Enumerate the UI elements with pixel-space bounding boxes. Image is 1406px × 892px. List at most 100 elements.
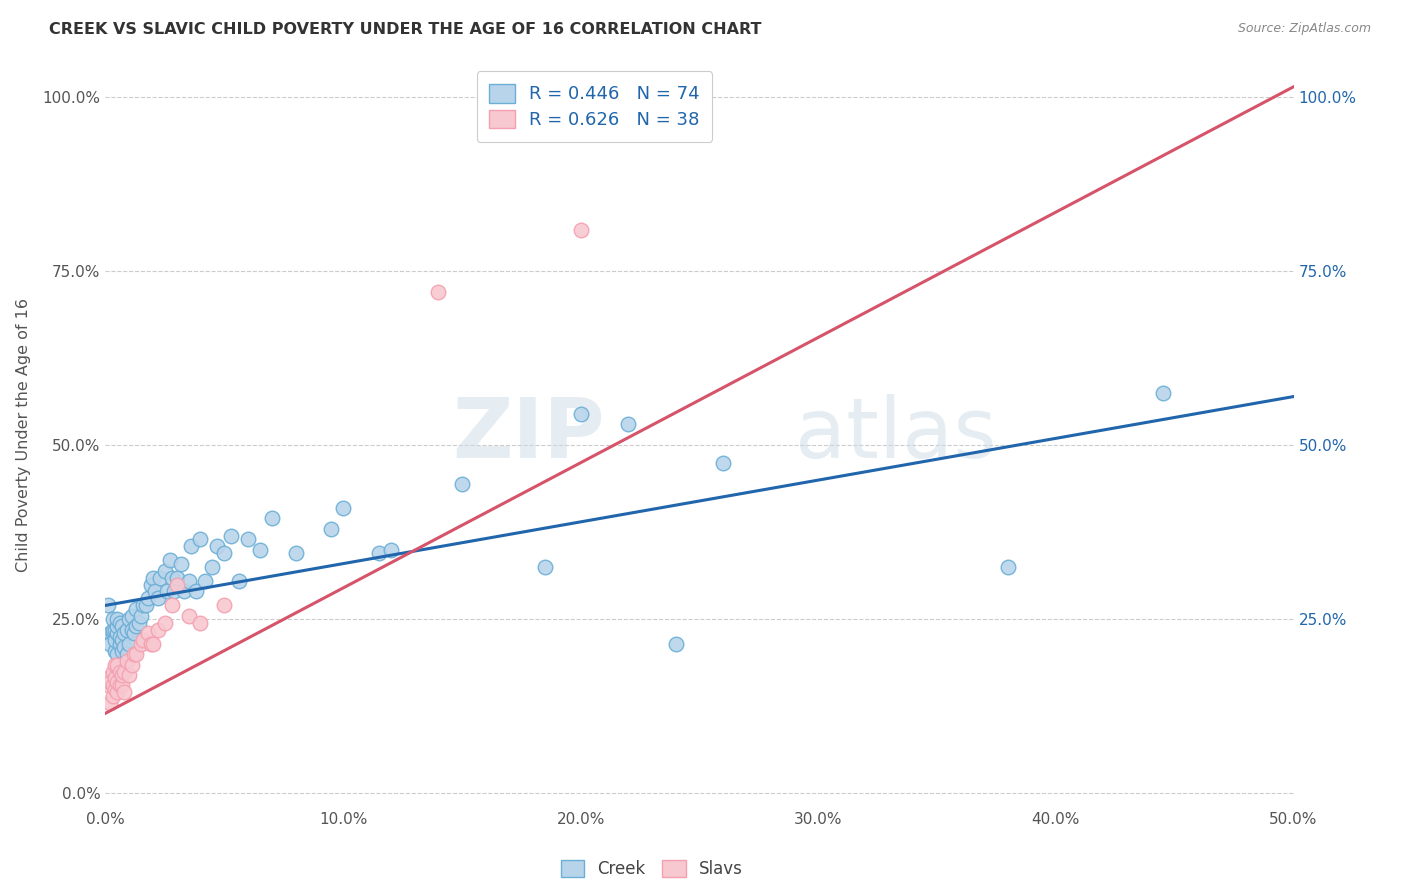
Point: [190, 615, 212, 630]
Point: [125, 602, 148, 616]
Point: [260, 511, 283, 525]
Point: [101, 678, 124, 692]
Point: [534, 560, 557, 574]
Point: [105, 657, 128, 672]
Point: [135, 599, 157, 613]
Point: [105, 612, 128, 626]
Point: [114, 685, 136, 699]
Point: [284, 546, 307, 560]
Point: [104, 633, 127, 648]
Point: [129, 637, 152, 651]
Point: [98, 696, 121, 710]
Point: [128, 615, 150, 630]
Point: [122, 626, 145, 640]
Point: [214, 599, 236, 613]
Point: [160, 570, 183, 584]
Point: [160, 599, 183, 613]
Point: [129, 608, 152, 623]
Point: [159, 553, 181, 567]
Point: [163, 584, 186, 599]
Point: [105, 675, 128, 690]
Point: [104, 657, 127, 672]
Point: [118, 612, 141, 626]
Point: [997, 560, 1019, 574]
Point: [173, 584, 195, 599]
Y-axis label: Child Poverty Under the Age of 16: Child Poverty Under the Age of 16: [17, 298, 31, 572]
Point: [711, 456, 734, 470]
Point: [104, 623, 127, 637]
Point: [111, 678, 134, 692]
Point: [121, 657, 143, 672]
Point: [97, 599, 120, 613]
Point: [114, 626, 136, 640]
Point: [108, 630, 131, 644]
Point: [380, 542, 402, 557]
Point: [136, 626, 159, 640]
Point: [665, 637, 688, 651]
Point: [450, 476, 472, 491]
Point: [1152, 386, 1174, 401]
Point: [321, 522, 343, 536]
Point: [98, 637, 121, 651]
Text: CREEK VS SLAVIC CHILD POVERTY UNDER THE AGE OF 16 CORRELATION CHART: CREEK VS SLAVIC CHILD POVERTY UNDER THE …: [49, 22, 762, 37]
Point: [166, 577, 188, 591]
Point: [111, 643, 134, 657]
Point: [143, 584, 166, 599]
Point: [101, 665, 124, 679]
Point: [125, 647, 148, 661]
Point: [101, 689, 124, 703]
Point: [153, 615, 176, 630]
Point: [105, 619, 128, 633]
Point: [115, 647, 138, 661]
Point: [180, 539, 202, 553]
Point: [221, 529, 243, 543]
Point: [115, 654, 138, 668]
Point: [108, 637, 131, 651]
Point: [101, 612, 124, 626]
Point: [367, 546, 389, 560]
Point: [101, 626, 124, 640]
Point: [170, 557, 193, 571]
Point: [205, 539, 228, 553]
Point: [142, 570, 165, 584]
Text: atlas: atlas: [794, 394, 997, 475]
Point: [228, 574, 250, 588]
Point: [104, 681, 127, 696]
Point: [98, 675, 121, 690]
Point: [146, 623, 169, 637]
Point: [108, 678, 131, 692]
Point: [115, 623, 138, 637]
Point: [111, 668, 134, 682]
Point: [156, 584, 179, 599]
Point: [105, 647, 128, 661]
Point: [118, 668, 141, 682]
Point: [111, 633, 134, 648]
Point: [105, 685, 128, 699]
Point: [111, 619, 134, 633]
Point: [105, 626, 128, 640]
Point: [190, 533, 212, 547]
Text: Source: ZipAtlas.com: Source: ZipAtlas.com: [1237, 22, 1371, 36]
Point: [194, 574, 217, 588]
Point: [146, 591, 169, 606]
Point: [569, 407, 592, 421]
Text: ZIP: ZIP: [451, 394, 605, 475]
Point: [166, 570, 188, 584]
Point: [142, 637, 165, 651]
Point: [108, 665, 131, 679]
Point: [104, 643, 127, 657]
Point: [101, 623, 124, 637]
Point: [139, 577, 162, 591]
Point: [132, 633, 155, 648]
Point: [98, 626, 121, 640]
Point: [97, 672, 120, 686]
Point: [114, 640, 136, 655]
Point: [569, 222, 592, 236]
Point: [121, 623, 143, 637]
Point: [249, 542, 271, 557]
Legend: Creek, Slavs: Creek, Slavs: [554, 853, 749, 885]
Point: [184, 584, 207, 599]
Point: [132, 599, 155, 613]
Point: [118, 637, 141, 651]
Point: [97, 678, 120, 692]
